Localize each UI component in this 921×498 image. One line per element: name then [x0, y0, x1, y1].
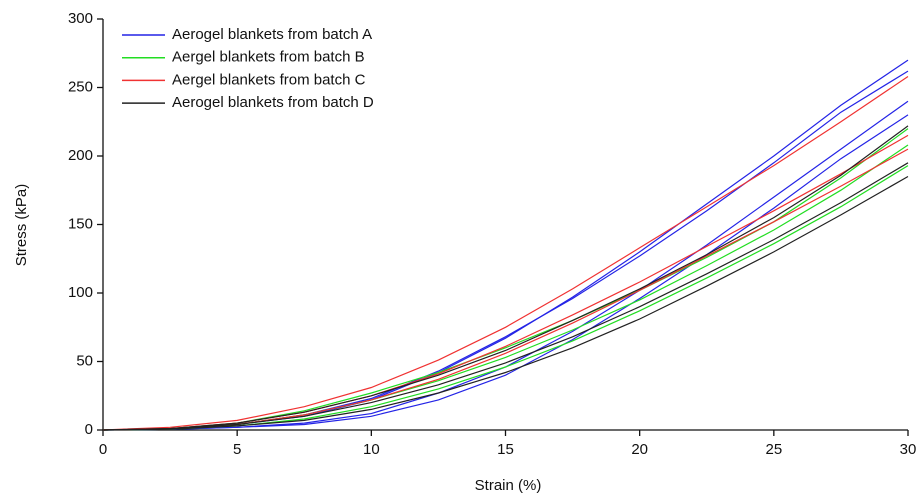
series-line	[102, 114, 909, 431]
x-tick-label: 20	[631, 441, 648, 458]
x-tick-label: 5	[233, 441, 241, 458]
legend-label: Aerogel blankets from batch D	[172, 94, 374, 111]
y-tick-label: 300	[68, 10, 93, 27]
y-tick-label: 150	[68, 215, 93, 232]
series-line	[102, 70, 909, 431]
series-line	[102, 134, 909, 431]
x-axis-label: Strain (%)	[475, 477, 542, 494]
y-axis-label: Stress (kPa)	[13, 184, 30, 267]
y-tick-label: 250	[68, 78, 93, 95]
legend-label: Aerogel blankets from batch A	[172, 26, 372, 43]
x-tick-label: 0	[99, 441, 107, 458]
series-line	[102, 128, 909, 431]
series-line	[102, 148, 909, 431]
series-line	[102, 125, 909, 431]
series-line	[102, 162, 909, 431]
y-tick-label: 50	[76, 352, 93, 369]
y-tick-label: 100	[68, 284, 93, 301]
y-tick-label: 200	[68, 147, 93, 164]
x-tick-label: 10	[363, 441, 380, 458]
series-line	[102, 100, 909, 431]
y-tick-label: 0	[85, 421, 93, 438]
x-tick-label: 15	[497, 441, 514, 458]
legend-label: Aergel blankets from batch C	[172, 71, 366, 88]
legend-label: Aergel blankets from batch B	[172, 49, 365, 66]
x-tick-label: 25	[765, 441, 782, 458]
x-tick-label: 30	[900, 441, 917, 458]
series-line	[102, 175, 909, 431]
series-line	[102, 76, 909, 431]
series-line	[102, 165, 909, 431]
